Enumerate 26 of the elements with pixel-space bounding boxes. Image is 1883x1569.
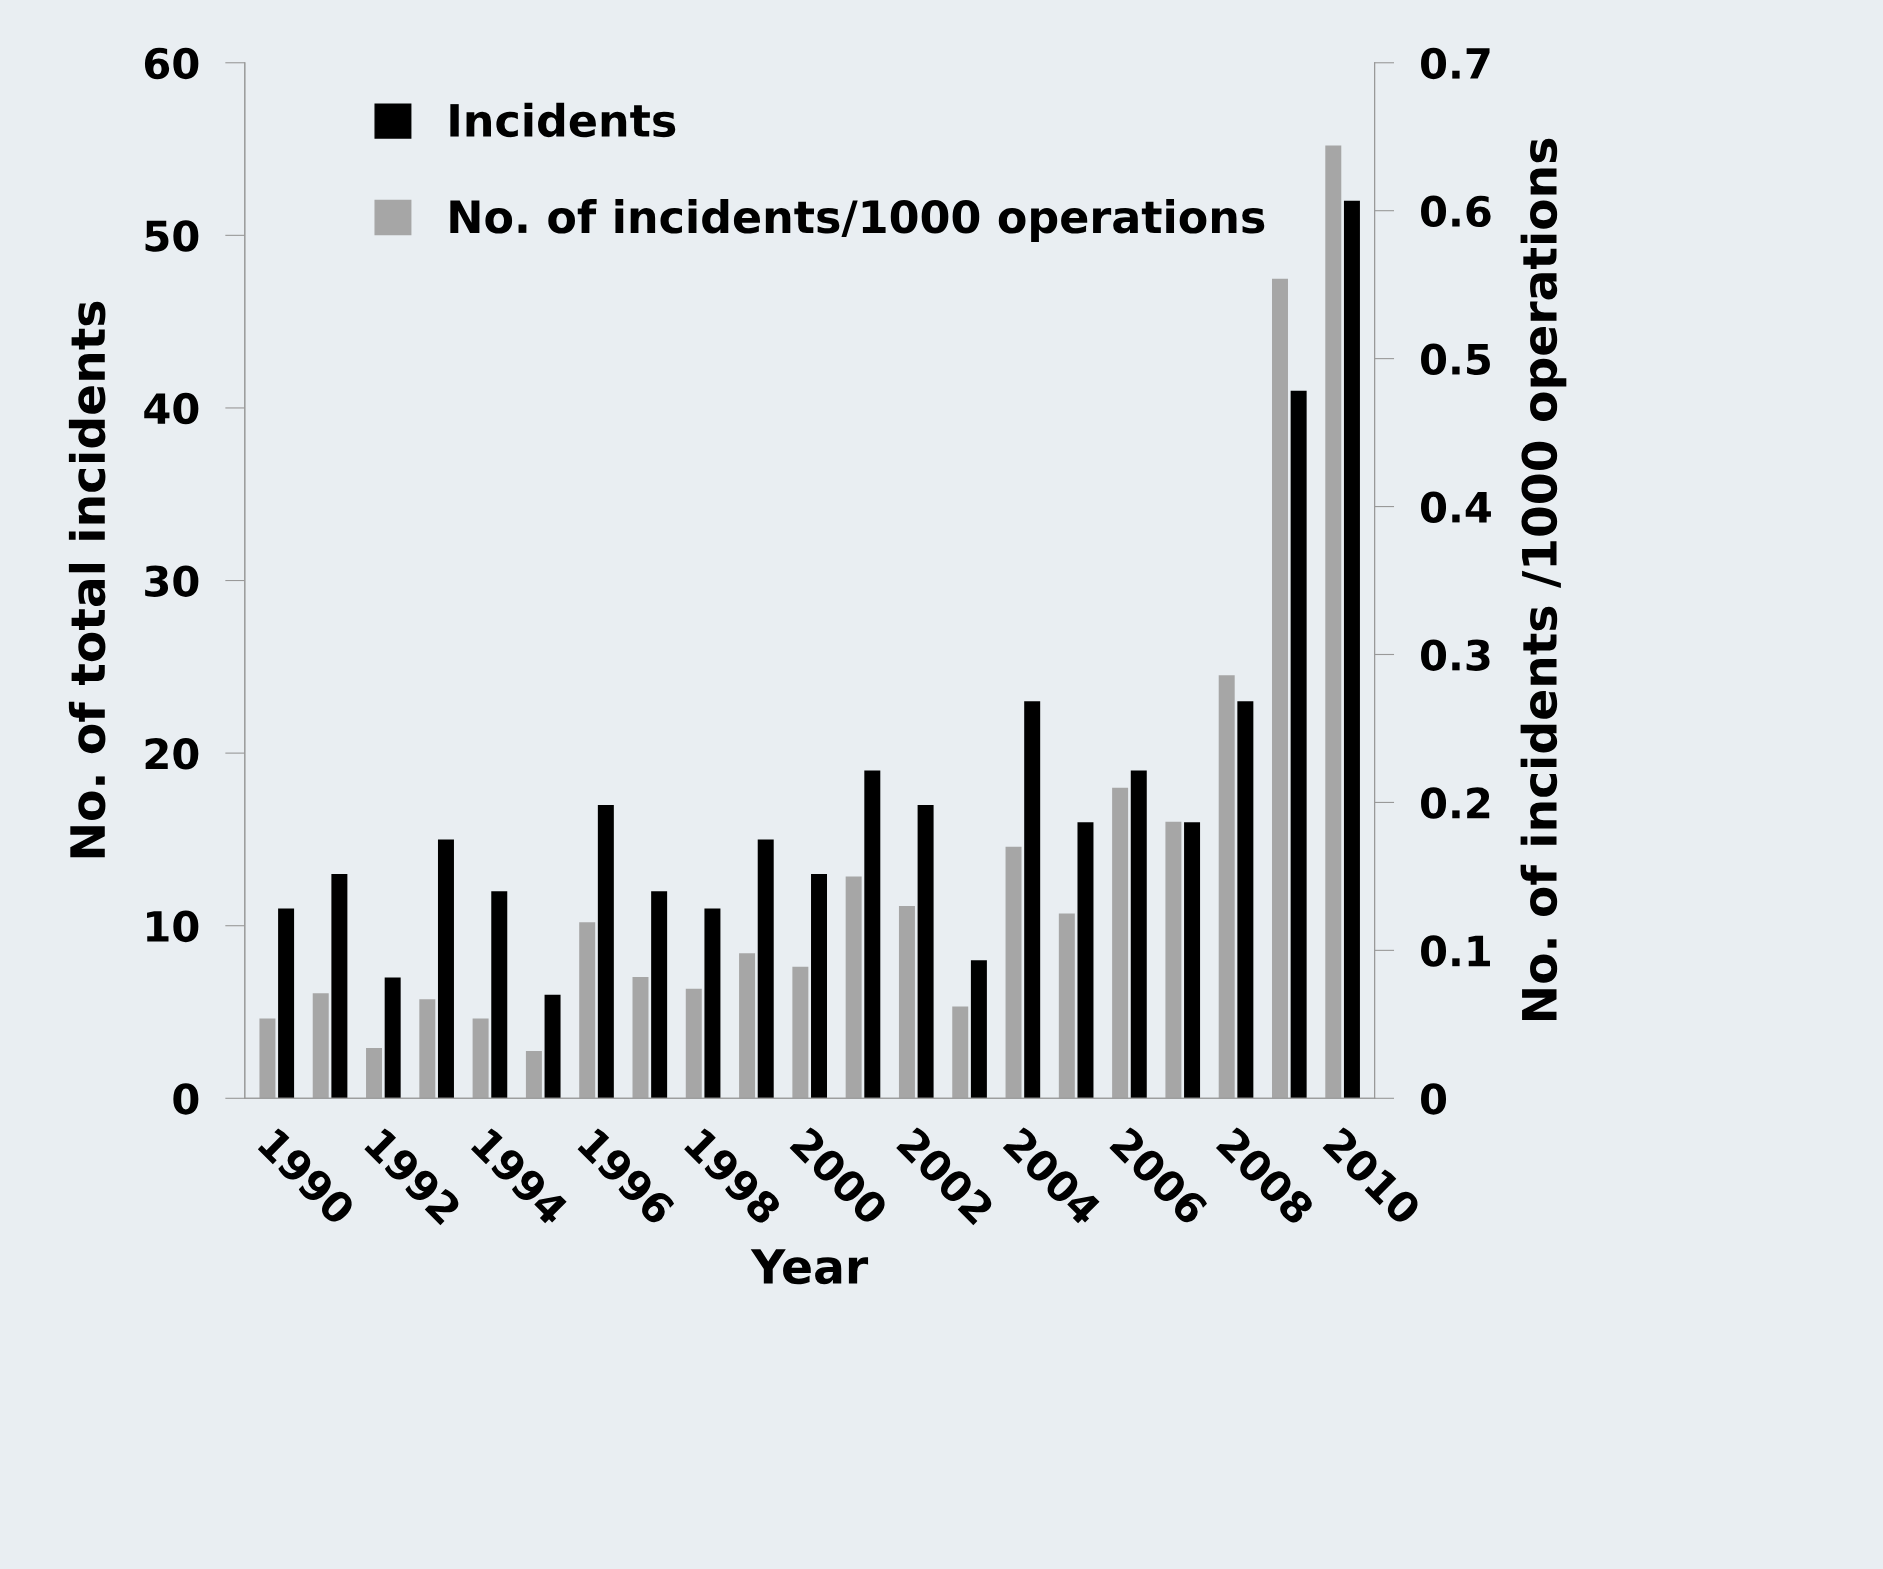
y2-tick-label: 0.6 <box>1421 195 1491 228</box>
bar <box>278 908 295 1099</box>
y2-tick-label: 0.4 <box>1421 491 1491 523</box>
bar <box>437 839 454 1099</box>
y-tick-label: 30 <box>145 565 199 597</box>
y2-tick-label: 0.5 <box>1421 343 1490 376</box>
bar <box>544 994 561 1099</box>
x-axis-title: Year <box>750 1249 869 1285</box>
y-axis-title: No. of total incidents <box>68 301 106 858</box>
y-tick-label: 40 <box>144 392 199 425</box>
legend-label: No. of incidents/1000 operations <box>450 199 1265 243</box>
y-tick-label: 0 <box>173 1083 199 1115</box>
y-tick-label: 60 <box>144 47 199 80</box>
y-tick-label: 10 <box>147 910 199 943</box>
y2-axis-title: No. of incidents /1000 operations <box>1520 138 1567 1021</box>
bar <box>491 891 508 1099</box>
y-tick-label: 20 <box>145 738 199 770</box>
y2-tick-label: 0.2 <box>1421 787 1490 819</box>
bar <box>331 873 348 1099</box>
y-tick-label: 50 <box>145 220 199 252</box>
y2-tick-label: 0.7 <box>1421 47 1490 80</box>
y2-tick-label: 0.1 <box>1421 935 1490 967</box>
bar <box>384 977 401 1099</box>
legend-label: Incidents <box>450 102 676 138</box>
y2-tick-label: 0.3 <box>1421 639 1490 671</box>
y2-tick-label: 0 <box>1421 1083 1447 1115</box>
